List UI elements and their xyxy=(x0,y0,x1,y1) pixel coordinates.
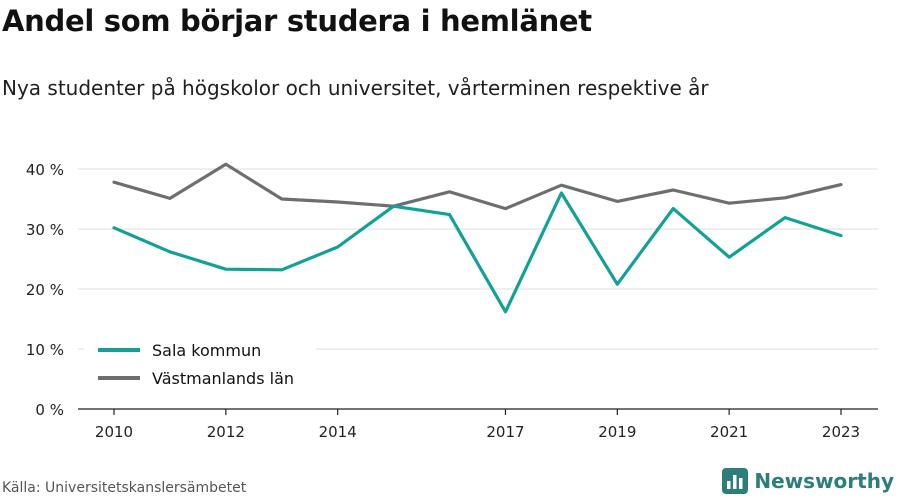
chart-title: Andel som börjar studera i hemlänet xyxy=(2,4,592,38)
series-line-sala-kommun xyxy=(112,191,843,314)
x-tick-label: 2019 xyxy=(598,423,636,441)
legend-label: Västmanlands län xyxy=(152,369,294,388)
legend-label: Sala kommun xyxy=(152,341,261,360)
y-tick-label: 40 % xyxy=(26,161,64,179)
y-tick-label: 10 % xyxy=(26,341,64,359)
y-tick-label: 20 % xyxy=(26,281,64,299)
x-tick-label: 2014 xyxy=(319,423,357,441)
chart-subtitle: Nya studenter på högskolor och universit… xyxy=(2,76,709,100)
series-line-vastmanlands-lan xyxy=(112,162,843,211)
x-tick-label: 2023 xyxy=(822,423,860,441)
x-tick-label: 2017 xyxy=(486,423,524,441)
brand-logo-block: Newsworthy xyxy=(722,468,894,494)
x-tick-label: 2012 xyxy=(207,423,245,441)
x-tick-label: 2010 xyxy=(95,423,133,441)
y-tick-label: 0 % xyxy=(35,401,64,419)
legend-background xyxy=(84,336,316,394)
source-note: Källa: Universitetskanslersämbetet xyxy=(2,480,247,496)
line-chart: 0 % 10 % 20 % 30 % 40 % 2010 2012 2014 2017 2019 2… xyxy=(26,161,878,441)
x-tick-label: 2021 xyxy=(710,423,748,441)
newsworthy-logo-icon xyxy=(722,468,749,494)
y-tick-label: 30 % xyxy=(26,221,64,239)
brand-name: Newsworthy xyxy=(754,469,894,493)
